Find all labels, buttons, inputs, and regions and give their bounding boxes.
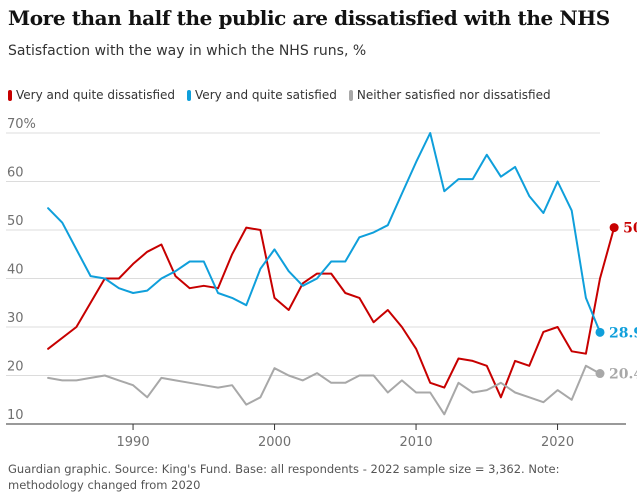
legend-label-satisfied: Very and quite satisfied [195, 88, 337, 102]
x-tick-label: 2010 [400, 435, 433, 450]
series-line-satisfied [47, 132, 601, 334]
legend-label-dissatisfied: Very and quite dissatisfied [16, 88, 176, 102]
legend-item-satisfied: Very and quite satisfied [187, 88, 337, 102]
y-tick-label: 60 [7, 166, 24, 181]
x-tick-label: 2020 [541, 435, 574, 450]
series-end-label-neither: 20.4% [609, 367, 637, 383]
series-end-marker-satisfied [595, 327, 605, 337]
legend-swatch-satisfied [187, 89, 192, 101]
series-end-marker-neither [595, 369, 605, 379]
legend-label-neither: Neither satisfied nor dissatisfied [356, 88, 551, 102]
x-tick-label: 1990 [117, 435, 150, 450]
y-tick-label: 50 [7, 214, 24, 229]
series-end-label-satisfied: 28.9% [609, 325, 637, 341]
series-end-marker-dissatisfied [609, 223, 619, 233]
chart-footer: Guardian graphic. Source: King's Fund. B… [8, 462, 560, 492]
y-tick-label: 20 [7, 360, 24, 375]
legend-item-dissatisfied: Very and quite dissatisfied [8, 88, 175, 102]
line-chart: 10 20 30 40 50 60 70% 1990 2000 2010 2020 50.5% 28.9… [6, 117, 637, 450]
series-end-label-dissatisfied: 50.5% [623, 221, 637, 237]
legend-swatch-neither [348, 89, 353, 101]
legend-swatch-dissatisfied [8, 89, 12, 101]
series-line-neither [47, 364, 601, 416]
series-line-dissatisfied [47, 226, 616, 399]
chart-subtitle: Satisfaction with the way in which the N… [8, 43, 367, 59]
legend-item-neither: Neither satisfied nor dissatisfied [348, 88, 551, 102]
y-tick-label: 40 [7, 263, 24, 278]
y-tick-label: 30 [7, 311, 24, 326]
legend: Very and quite dissatisfied Very and qui… [8, 88, 551, 102]
chart-title: More than half the public are dissatisfi… [8, 6, 610, 30]
y-tick-label: 10 [7, 408, 24, 423]
y-tick-label: 70% [7, 117, 36, 132]
x-tick-label: 2000 [258, 435, 291, 450]
